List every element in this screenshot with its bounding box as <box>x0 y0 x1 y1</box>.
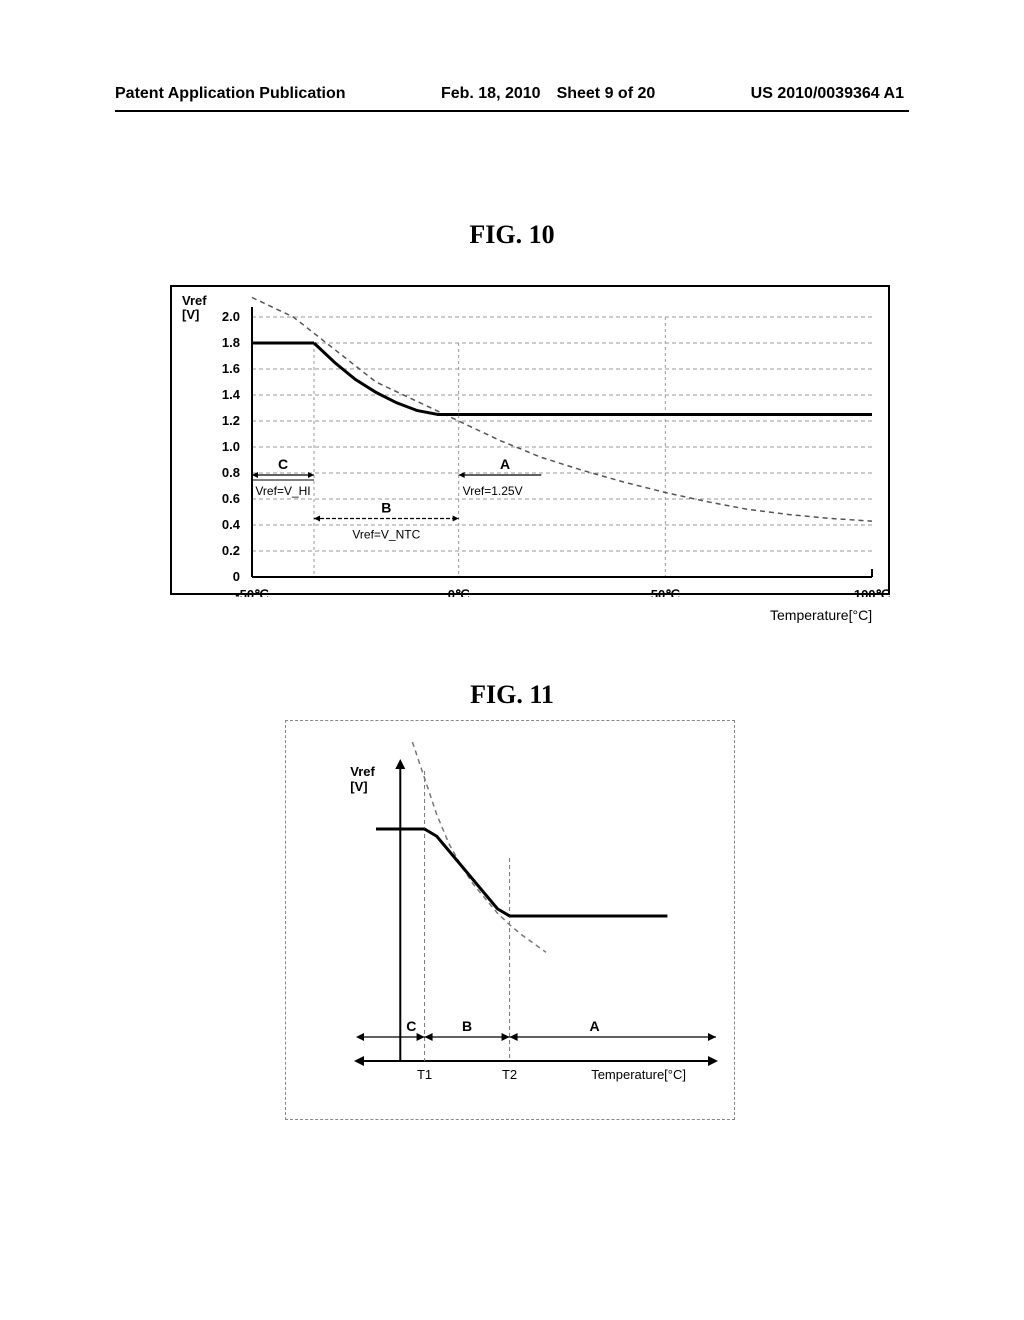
svg-text:1.4: 1.4 <box>222 387 241 402</box>
svg-text:Vref=V_NTC: Vref=V_NTC <box>352 528 420 542</box>
svg-text:0.2: 0.2 <box>222 543 240 558</box>
svg-text:A: A <box>500 456 510 472</box>
svg-text:0.8: 0.8 <box>222 465 240 480</box>
fig10-chart: 2.0 1.8 1.6 1.4 1.2 1.0 0.8 0.6 0.4 0.2 0 -50℃ 0℃ 50℃… <box>170 285 890 595</box>
svg-text:Vref: Vref <box>350 764 375 779</box>
svg-text:1.6: 1.6 <box>222 361 240 376</box>
svg-text:50℃: 50℃ <box>651 587 680 597</box>
fig11-title: FIG. 11 <box>470 680 554 710</box>
svg-text:Vref: Vref <box>182 293 207 308</box>
svg-text:[V]: [V] <box>182 307 199 322</box>
svg-text:100℃: 100℃ <box>854 587 890 597</box>
svg-text:0: 0 <box>233 569 240 584</box>
svg-text:-50℃: -50℃ <box>235 587 268 597</box>
svg-text:1.0: 1.0 <box>222 439 240 454</box>
svg-text:C: C <box>278 456 288 472</box>
svg-text:1.2: 1.2 <box>222 413 240 428</box>
svg-text:[V]: [V] <box>350 779 367 794</box>
svg-text:B: B <box>381 500 391 516</box>
svg-text:Vref=1.25V: Vref=1.25V <box>463 484 523 498</box>
svg-text:0.6: 0.6 <box>222 491 240 506</box>
svg-text:0℃: 0℃ <box>448 587 470 597</box>
svg-text:1.8: 1.8 <box>222 335 240 350</box>
svg-text:2.0: 2.0 <box>222 309 240 324</box>
header-rule <box>115 110 909 112</box>
svg-text:Temperature[°C]: Temperature[°C] <box>591 1067 686 1082</box>
svg-text:A: A <box>590 1018 600 1034</box>
fig11-chart: Vref[V] C B A T1 T2 Temperature[°C] <box>285 720 735 1120</box>
fig10-title: FIG. 10 <box>469 220 554 250</box>
svg-text:Vref=V_HI: Vref=V_HI <box>255 484 310 498</box>
header-left: Patent Application Publication <box>115 85 346 103</box>
svg-text:B: B <box>462 1018 472 1034</box>
svg-text:T2: T2 <box>502 1067 517 1082</box>
header-date: Feb. 18, 2010 <box>441 85 541 103</box>
svg-text:C: C <box>406 1018 416 1034</box>
fig10-xlabel: Temperature[°C] <box>770 607 872 623</box>
header-right: US 2010/0039364 A1 <box>751 85 904 103</box>
svg-text:T1: T1 <box>417 1067 432 1082</box>
header-sheet: Sheet 9 of 20 <box>557 85 656 103</box>
svg-text:0.4: 0.4 <box>222 517 241 532</box>
